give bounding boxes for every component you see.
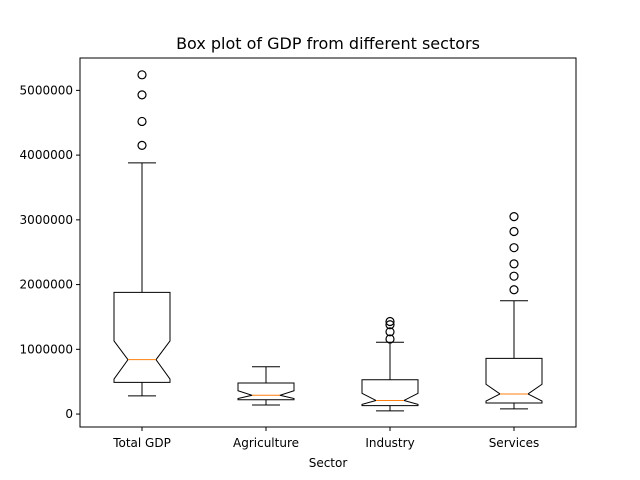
box-agriculture <box>237 366 295 406</box>
box-body <box>113 291 171 383</box>
y-tick-label: 2000000 <box>20 278 73 292</box>
boxes-group <box>113 70 543 412</box>
plot-frame <box>79 57 577 428</box>
box-total-gdp <box>113 70 171 397</box>
outlier-point <box>137 116 147 127</box>
y-axis: 0 1000000 2000000 3000000 4000000 5000000 <box>20 83 80 421</box>
x-axis-label: Sector <box>309 456 348 470</box>
outlier-point <box>385 316 395 327</box>
box-industry <box>361 316 419 412</box>
outlier-point <box>385 334 395 344</box>
outlier-point <box>509 285 519 295</box>
x-tick-label: Total GDP <box>112 436 171 450</box>
outlier-point <box>509 226 519 237</box>
outlier-point <box>137 140 147 150</box>
outlier-point <box>509 212 519 222</box>
chart-title: Box plot of GDP from different sectors <box>176 34 480 53</box>
box-body <box>485 357 543 404</box>
y-tick-label: 1000000 <box>20 342 73 356</box>
x-tick-label: Services <box>489 436 540 450</box>
y-tick-label: 5000000 <box>20 83 73 97</box>
outlier-point <box>509 243 519 253</box>
y-tick-label: 4000000 <box>20 148 73 162</box>
outlier-point <box>137 70 147 80</box>
x-tick-label: Industry <box>365 436 414 450</box>
box-services <box>485 212 543 410</box>
box-body <box>361 379 419 407</box>
y-tick-label: 3000000 <box>20 213 73 227</box>
outlier-point <box>137 90 147 100</box>
x-tick-label: Agriculture <box>233 436 299 450</box>
outlier-point <box>509 271 519 281</box>
x-axis: Total GDP Agriculture Industry Services <box>112 427 539 450</box>
outlier-point <box>509 259 519 269</box>
y-tick-label: 0 <box>65 407 73 421</box>
box-body <box>237 382 295 401</box>
outlier-point <box>385 327 395 337</box>
outlier-point <box>385 320 395 330</box>
